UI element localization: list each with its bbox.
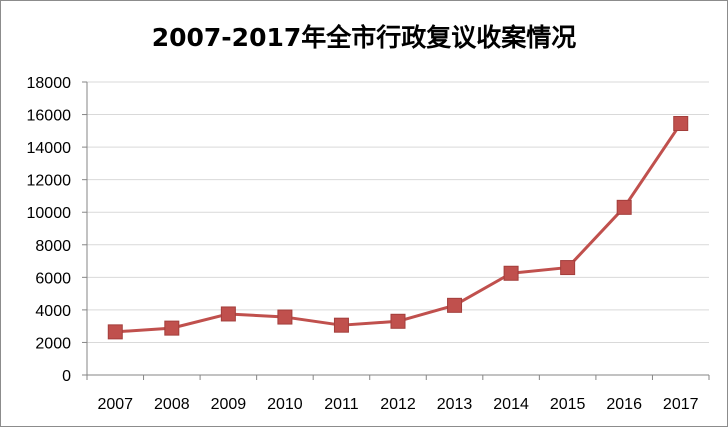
x-tick-label: 2015 bbox=[550, 396, 586, 413]
x-tick-label: 2014 bbox=[493, 396, 529, 413]
y-tick-label: 2000 bbox=[35, 335, 71, 352]
y-tick-label: 16000 bbox=[27, 108, 72, 125]
data-point-marker bbox=[560, 260, 576, 276]
y-tick-label: 10000 bbox=[27, 205, 72, 222]
x-axis-tick-labels: 2007 2008 2009 2010 2011 2012 2013 2014 2015 2016… bbox=[97, 396, 698, 413]
x-tick-label: 2017 bbox=[663, 396, 699, 413]
series-layer bbox=[107, 116, 689, 340]
x-tick-label: 2009 bbox=[211, 396, 247, 413]
y-tick-label: 18000 bbox=[27, 75, 72, 92]
gridlines bbox=[87, 81, 709, 343]
x-tick-label: 2016 bbox=[606, 396, 642, 413]
y-axis-tick-labels: 0 2000 4000 6000 8000 10000 12000 14000 16000 180… bbox=[27, 75, 72, 385]
data-point-marker bbox=[164, 320, 180, 336]
y-tick-label: 12000 bbox=[27, 173, 72, 190]
x-tick-label: 2012 bbox=[380, 396, 416, 413]
data-point-marker bbox=[220, 306, 236, 322]
data-point-marker bbox=[447, 297, 463, 313]
data-point-marker bbox=[673, 116, 689, 132]
axes bbox=[82, 81, 710, 380]
chart-title: 2007-2017年全市行政复议收案情况 bbox=[151, 23, 577, 52]
data-point-marker bbox=[277, 309, 293, 325]
x-tick-label: 2011 bbox=[324, 396, 359, 413]
x-tick-label: 2007 bbox=[97, 396, 133, 413]
y-tick-label: 8000 bbox=[35, 238, 71, 255]
y-tick-label: 6000 bbox=[35, 270, 71, 287]
data-point-marker bbox=[333, 317, 349, 333]
series-line bbox=[113, 122, 683, 334]
data-point-marker bbox=[503, 265, 519, 281]
data-point-marker bbox=[107, 324, 123, 340]
x-tick-label: 2010 bbox=[267, 396, 303, 413]
data-point-marker bbox=[616, 199, 632, 215]
y-tick-label: 14000 bbox=[27, 140, 72, 157]
y-tick-label: 0 bbox=[62, 368, 71, 385]
x-tick-label: 2008 bbox=[154, 396, 190, 413]
x-tick-label: 2013 bbox=[437, 396, 473, 413]
data-point-marker bbox=[390, 313, 406, 329]
y-tick-label: 4000 bbox=[35, 303, 71, 320]
